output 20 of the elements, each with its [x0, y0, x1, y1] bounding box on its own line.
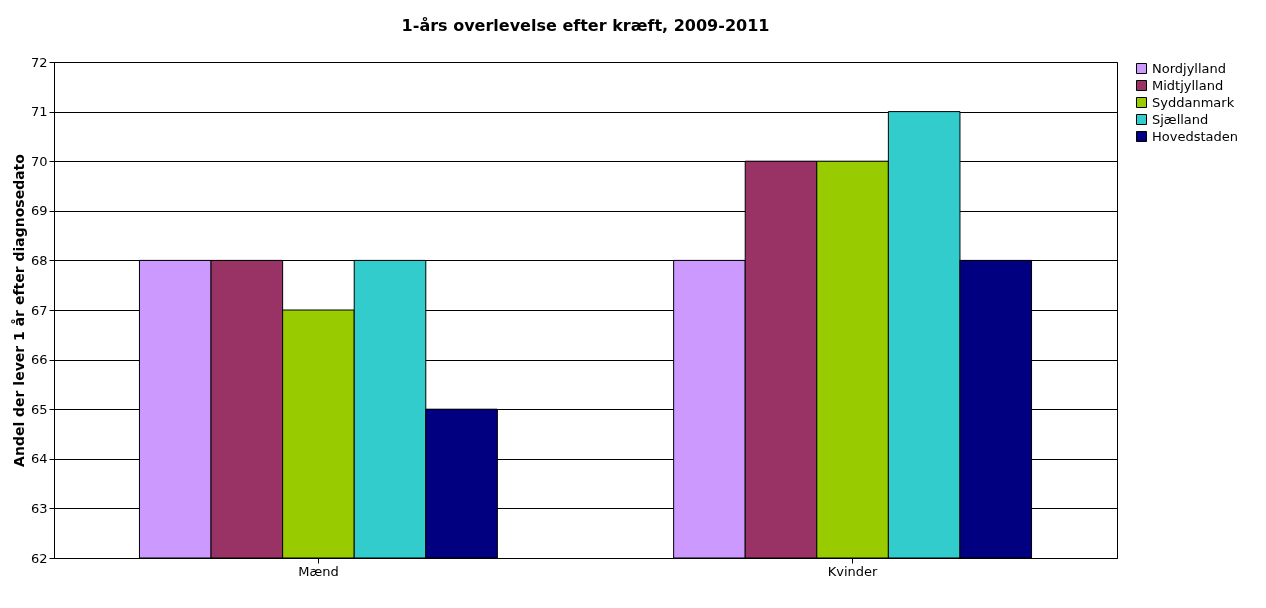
legend-label: Midtjylland [1152, 77, 1224, 93]
y-tick-label: 63 [30, 500, 48, 516]
y-tick-label: 65 [30, 401, 48, 417]
y-tick-label: 72 [30, 54, 48, 70]
legend-label: Nordjylland [1152, 60, 1227, 76]
y-tick-label: 64 [30, 451, 48, 467]
y-tick-label: 67 [30, 302, 48, 318]
y-tick-label: 69 [30, 203, 48, 219]
y-tick-label: 71 [30, 104, 48, 120]
y-tick-label: 62 [30, 550, 48, 566]
legend-label: Hovedstaden [1152, 128, 1238, 144]
y-axis-title: Andel der lever 1 år efter diagnosedato [10, 153, 27, 467]
y-tick-label: 70 [30, 153, 48, 169]
x-tick-label: Kvinder [827, 563, 879, 579]
x-tick-label: Mænd [298, 563, 339, 579]
legend-label: Sjælland [1152, 111, 1209, 127]
y-tick-label: 68 [30, 252, 48, 268]
chart-title: 1-års overlevelse efter kræft, 2009-2011 [401, 16, 770, 35]
legend-label: Syddanmark [1152, 94, 1235, 110]
y-tick-label: 66 [30, 352, 48, 368]
